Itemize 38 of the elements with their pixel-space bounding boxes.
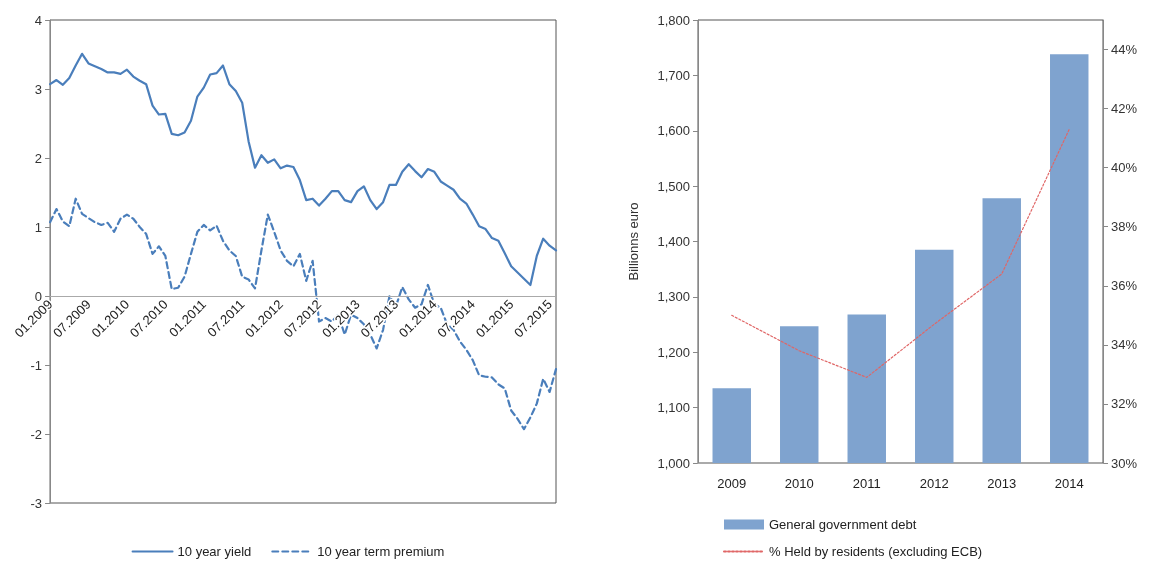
- x-tick-label: 2011: [852, 476, 881, 491]
- legend-label: % Held by residents (excluding ECB): [769, 544, 983, 559]
- y2-tick-label: 34%: [1111, 337, 1138, 353]
- x-tick-label: 2010: [784, 476, 814, 491]
- legend-label: General government debt: [769, 517, 917, 532]
- y-axis-title: Billionns euro: [626, 202, 641, 281]
- y2-tick-label: 40%: [1111, 160, 1138, 176]
- y-tick-label: 1,200: [657, 344, 690, 360]
- y-tick-label: 1,300: [657, 289, 690, 305]
- y-tick-label: 3: [34, 81, 43, 97]
- y-tick-label: 1,800: [657, 12, 690, 28]
- y-tick-label: -3: [30, 495, 43, 511]
- line-series: [48, 52, 558, 287]
- y-tick-label: -1: [30, 357, 43, 373]
- x-tick-label: 2013: [987, 476, 1017, 491]
- y2-tick-label: 36%: [1111, 278, 1138, 294]
- y-tick-label: 1,400: [657, 234, 690, 249]
- legend-label: 10 year term premium: [317, 544, 445, 559]
- y-tick-label: 1,700: [657, 67, 690, 83]
- y-tick-label: 4: [34, 12, 43, 28]
- legend-label: 10 year yield: [177, 544, 252, 559]
- y-tick-label: 1: [34, 219, 43, 235]
- y2-tick-label: 38%: [1111, 219, 1138, 235]
- y-tick-label: -2: [30, 426, 43, 442]
- y2-tick-label: 32%: [1111, 396, 1138, 412]
- y-tick-label: 1,000: [657, 455, 690, 471]
- y2-tick-label: 42%: [1111, 101, 1138, 117]
- line-series: [731, 128, 1070, 378]
- x-tick-label: 2014: [1054, 476, 1084, 491]
- y-tick-label: 0: [34, 288, 43, 304]
- y2-tick-label: 30%: [1111, 455, 1138, 471]
- y-tick-label: 1,100: [657, 400, 690, 416]
- x-tick-label: 2009: [717, 476, 747, 491]
- y-tick-label: 2: [34, 150, 43, 166]
- x-tick-label: 2012: [919, 476, 949, 491]
- y2-tick-label: 44%: [1111, 42, 1138, 58]
- y-tick-label: 1,500: [657, 178, 690, 194]
- y-tick-label: 1,600: [657, 123, 690, 139]
